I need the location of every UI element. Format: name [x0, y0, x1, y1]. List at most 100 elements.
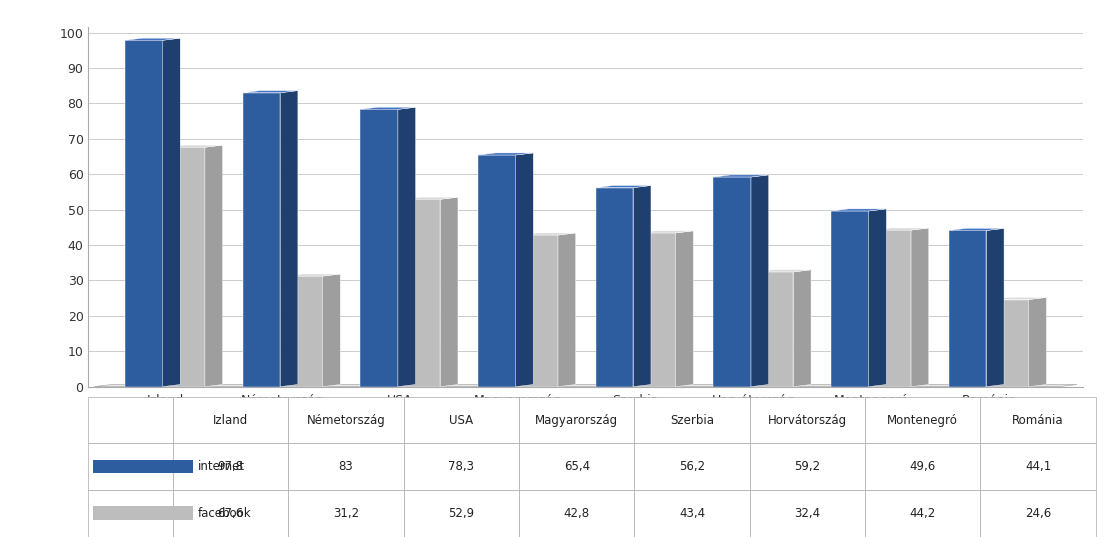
Bar — [519, 397, 634, 444]
Bar — [980, 397, 1096, 444]
Bar — [403, 444, 519, 490]
Polygon shape — [243, 91, 298, 93]
Text: Montenegró: Montenegró — [887, 414, 958, 427]
Bar — [403, 397, 519, 444]
Text: 52,9: 52,9 — [449, 507, 474, 520]
Text: 31,2: 31,2 — [333, 507, 359, 520]
Text: 56,2: 56,2 — [678, 460, 705, 473]
Polygon shape — [751, 175, 769, 387]
Polygon shape — [162, 38, 180, 387]
Bar — [88, 397, 172, 444]
Bar — [285, 276, 323, 387]
Bar — [750, 444, 865, 490]
Bar — [596, 187, 633, 387]
Bar — [288, 490, 403, 537]
Bar — [360, 110, 398, 387]
Polygon shape — [520, 233, 576, 235]
Text: 65,4: 65,4 — [564, 460, 590, 473]
Bar — [288, 397, 403, 444]
Polygon shape — [398, 107, 415, 387]
Polygon shape — [987, 228, 1004, 387]
Bar — [980, 490, 1096, 537]
Polygon shape — [714, 175, 769, 177]
Polygon shape — [596, 185, 651, 187]
Bar — [93, 460, 193, 474]
Polygon shape — [323, 274, 340, 387]
Polygon shape — [558, 233, 576, 387]
Bar — [634, 490, 750, 537]
Text: 78,3: 78,3 — [449, 460, 474, 473]
Bar — [634, 444, 750, 490]
Polygon shape — [281, 91, 298, 387]
Polygon shape — [125, 38, 180, 40]
Bar — [831, 211, 869, 387]
Polygon shape — [402, 197, 457, 199]
Text: Horvátország: Horvátország — [768, 414, 848, 427]
Polygon shape — [873, 228, 928, 230]
Bar — [865, 397, 980, 444]
Polygon shape — [285, 274, 340, 276]
Text: 83: 83 — [338, 460, 354, 473]
Bar — [756, 272, 793, 387]
Polygon shape — [478, 153, 534, 155]
Bar — [167, 147, 204, 387]
Text: 43,4: 43,4 — [678, 507, 705, 520]
Polygon shape — [831, 209, 886, 211]
Polygon shape — [1029, 297, 1046, 387]
Text: 44,2: 44,2 — [909, 507, 936, 520]
Text: 44,1: 44,1 — [1025, 460, 1051, 473]
Bar — [980, 444, 1096, 490]
Text: 97,8: 97,8 — [218, 460, 244, 473]
Bar — [865, 444, 980, 490]
Text: Szerbia: Szerbia — [670, 414, 714, 427]
Text: Románia: Románia — [1012, 414, 1064, 427]
Bar — [991, 300, 1029, 387]
Text: Izland: Izland — [213, 414, 249, 427]
Bar — [519, 444, 634, 490]
Text: Magyarország: Magyarország — [535, 414, 619, 427]
Polygon shape — [869, 209, 886, 387]
Text: facebook: facebook — [198, 507, 252, 520]
Polygon shape — [440, 197, 457, 387]
Polygon shape — [94, 384, 1077, 387]
Text: 24,6: 24,6 — [1025, 507, 1051, 520]
Bar — [243, 93, 281, 387]
Bar — [88, 490, 172, 537]
Text: Németország: Németország — [306, 414, 386, 427]
Bar — [172, 444, 288, 490]
Bar — [88, 444, 172, 490]
Bar — [288, 444, 403, 490]
Polygon shape — [360, 107, 415, 110]
Polygon shape — [516, 153, 534, 387]
Polygon shape — [911, 228, 928, 387]
Polygon shape — [756, 270, 811, 272]
Bar — [125, 40, 162, 387]
Bar — [949, 230, 987, 387]
Polygon shape — [167, 145, 222, 147]
Bar — [478, 155, 516, 387]
Polygon shape — [638, 231, 693, 233]
Polygon shape — [949, 228, 1004, 230]
Polygon shape — [793, 270, 811, 387]
Polygon shape — [991, 297, 1046, 300]
Text: 32,4: 32,4 — [794, 507, 821, 520]
Polygon shape — [633, 185, 651, 387]
Bar — [750, 490, 865, 537]
Bar — [172, 490, 288, 537]
Bar — [520, 235, 558, 387]
Text: 59,2: 59,2 — [794, 460, 821, 473]
Polygon shape — [675, 231, 693, 387]
Polygon shape — [204, 145, 222, 387]
Bar — [93, 506, 193, 520]
Bar — [402, 199, 440, 387]
Bar — [519, 490, 634, 537]
Text: 42,8: 42,8 — [564, 507, 590, 520]
Bar — [172, 397, 288, 444]
Bar — [714, 177, 751, 387]
Bar — [750, 397, 865, 444]
Bar — [403, 490, 519, 537]
Bar — [638, 233, 675, 387]
Bar — [634, 397, 750, 444]
Text: internet: internet — [198, 460, 245, 473]
Text: USA: USA — [450, 414, 473, 427]
